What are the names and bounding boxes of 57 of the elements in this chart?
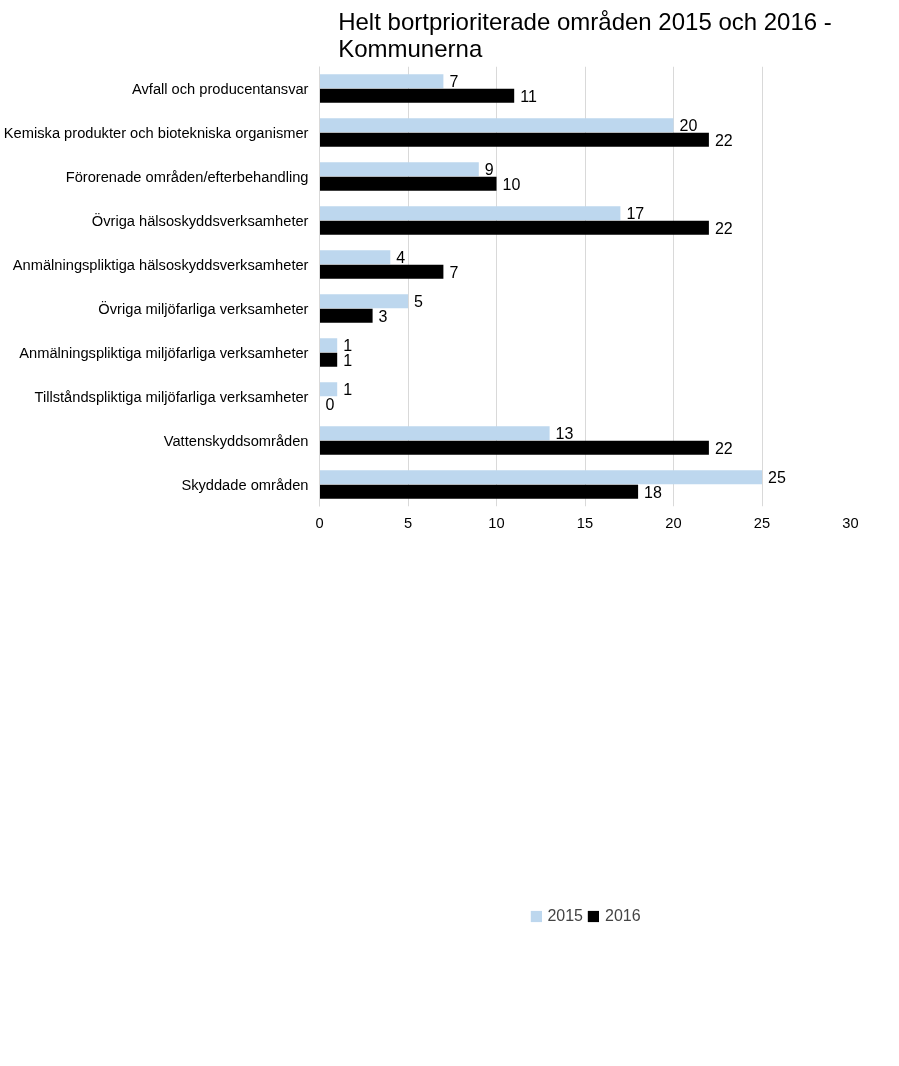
data-label: 3 — [378, 307, 388, 325]
bar — [319, 308, 373, 323]
chart-title: Helt bortprioriterade områden 2015 och 2016 - Kommunerna — [338, 7, 832, 62]
bar — [319, 118, 674, 133]
y-tick-label: Avfall och producentansvar — [131, 80, 309, 97]
bar — [319, 132, 709, 147]
x-tick-label: 0 — [315, 514, 324, 531]
data-label: 13 — [555, 425, 574, 443]
data-label: 10 — [502, 175, 521, 193]
x-tick-label: 30 — [842, 514, 859, 531]
y-tick-label: Anmälningspliktiga miljöfarliga verksamheter — [19, 344, 309, 361]
bar — [319, 162, 479, 177]
x-tick-label: 15 — [576, 514, 594, 531]
bar — [319, 440, 709, 455]
bar — [319, 250, 391, 265]
bar — [319, 220, 709, 235]
data-label: 4 — [396, 249, 406, 267]
y-tick-label: Skyddade områden — [181, 476, 309, 493]
data-label: 11 — [520, 87, 537, 105]
bar — [319, 426, 550, 441]
y-tick-label: Förorenade områden/efterbehandling — [65, 168, 309, 185]
data-label: 25 — [768, 469, 786, 487]
bar — [319, 382, 338, 397]
data-label: 0 — [325, 395, 335, 413]
bar — [319, 206, 621, 221]
data-label: 22 — [714, 219, 733, 237]
bar — [319, 264, 444, 279]
data-label: 5 — [414, 293, 423, 311]
x-tick-label: 10 — [488, 514, 505, 531]
legend-label: 2015 — [547, 906, 583, 925]
y-tick-label: Vattenskyddsområden — [163, 432, 309, 449]
legend-label: 2016 — [605, 906, 641, 925]
x-tick-label: 20 — [665, 514, 682, 531]
data-label: 18 — [644, 483, 662, 501]
bar — [319, 294, 408, 309]
y-tick-label: Tillståndspliktiga miljöfarliga verksamheter — [34, 388, 309, 405]
y-tick-label: Övriga miljöfarliga verksamheter — [98, 299, 309, 317]
x-tick-label: 25 — [753, 514, 771, 531]
data-label: 1 — [343, 381, 353, 399]
data-label: 7 — [449, 73, 459, 91]
data-label: 22 — [714, 439, 733, 457]
data-label: 20 — [679, 117, 698, 135]
bar — [319, 338, 338, 353]
bar — [319, 88, 515, 103]
y-tick-label: Kemiska produkter och biotekniska organismer — [3, 124, 309, 141]
bar — [319, 484, 639, 499]
data-label: 22 — [714, 131, 733, 149]
y-tick-label: Övriga hälsoskyddsverksamheter — [91, 211, 309, 229]
bar — [319, 74, 444, 89]
bar — [319, 352, 338, 367]
bar — [319, 470, 762, 485]
x-tick-label: 5 — [403, 514, 413, 531]
bar — [319, 176, 497, 191]
data-label: 9 — [484, 161, 494, 179]
y-tick-label: Anmälningspliktiga hälsoskyddsverksamheter — [12, 256, 309, 273]
data-label: 17 — [626, 205, 645, 223]
data-label: 7 — [449, 263, 459, 281]
